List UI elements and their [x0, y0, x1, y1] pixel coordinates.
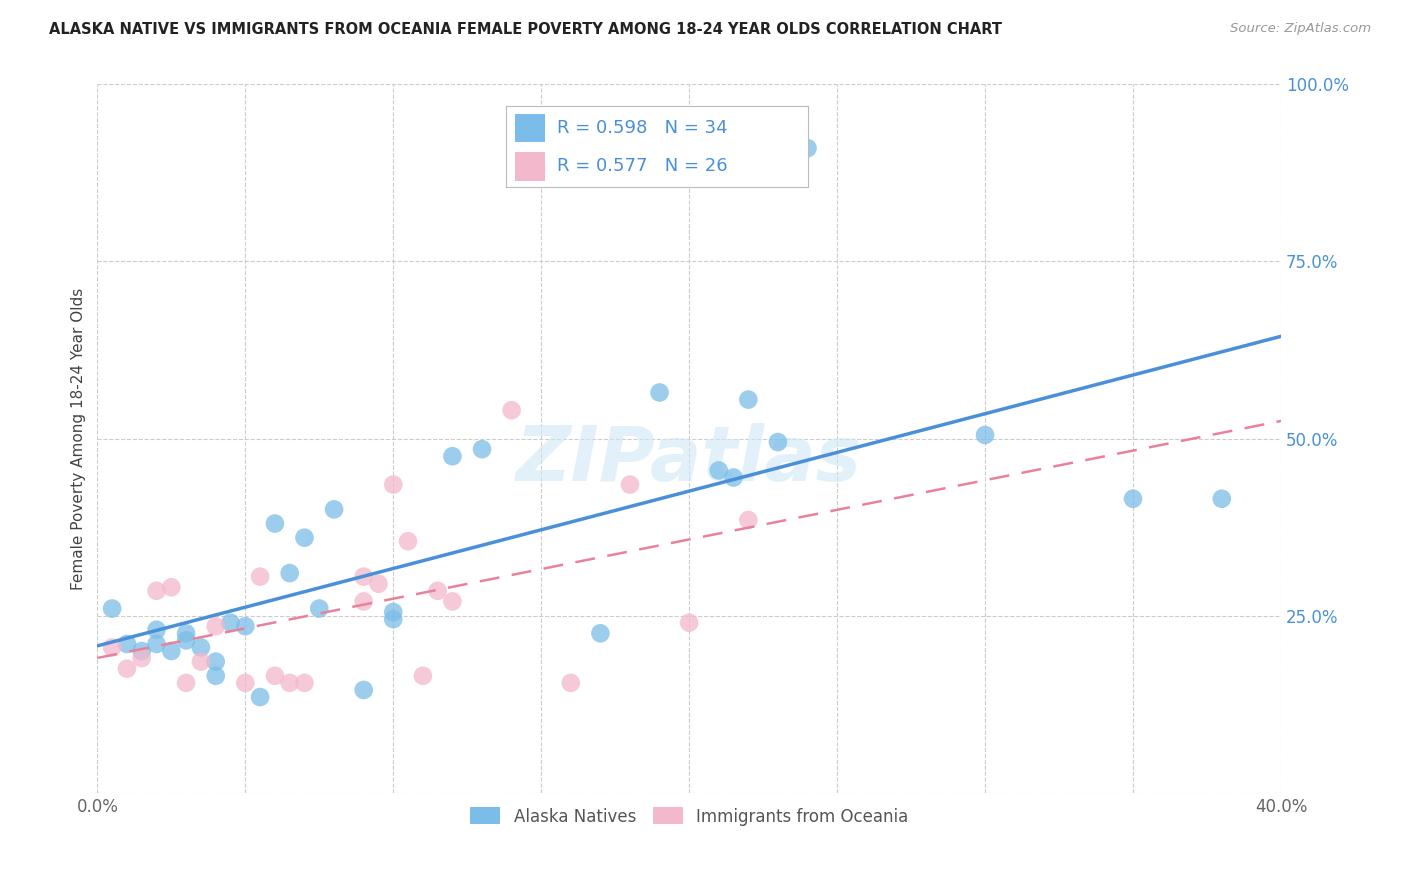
Point [367, 576, 389, 591]
Point [278, 566, 301, 580]
Point [589, 626, 612, 640]
Point [233, 619, 256, 633]
Point [204, 619, 226, 633]
Point [160, 644, 183, 658]
Point [249, 690, 271, 704]
Point [648, 385, 671, 400]
Point [131, 644, 153, 658]
Point [560, 676, 582, 690]
Point [974, 428, 997, 442]
Point [264, 669, 287, 683]
Point [131, 651, 153, 665]
Point [471, 442, 494, 457]
Y-axis label: Female Poverty Among 18-24 Year Olds: Female Poverty Among 18-24 Year Olds [72, 287, 86, 590]
Point [382, 477, 405, 491]
Point [204, 669, 226, 683]
Text: ZIPatlas: ZIPatlas [516, 423, 862, 497]
Point [101, 601, 124, 615]
Point [160, 580, 183, 594]
Point [796, 141, 818, 155]
Point [174, 676, 197, 690]
Point [101, 640, 124, 655]
Point [174, 633, 197, 648]
Point [678, 615, 700, 630]
Point [353, 594, 375, 608]
Point [190, 655, 212, 669]
Point [382, 605, 405, 619]
Point [145, 637, 167, 651]
Point [441, 594, 464, 608]
Point [441, 449, 464, 463]
Point [278, 676, 301, 690]
Point [190, 640, 212, 655]
Point [353, 569, 375, 583]
Point [219, 615, 242, 630]
Point [426, 583, 449, 598]
Point [396, 534, 419, 549]
Point [294, 531, 316, 545]
Point [115, 637, 138, 651]
Point [294, 676, 316, 690]
Point [204, 655, 226, 669]
Point [737, 513, 759, 527]
Point [249, 569, 271, 583]
Point [264, 516, 287, 531]
Text: Source: ZipAtlas.com: Source: ZipAtlas.com [1230, 22, 1371, 36]
Point [115, 662, 138, 676]
Point [353, 683, 375, 698]
Point [723, 470, 745, 484]
Point [737, 392, 759, 407]
Point [145, 623, 167, 637]
Point [308, 601, 330, 615]
Point [619, 477, 641, 491]
Point [1211, 491, 1233, 506]
Point [766, 435, 789, 450]
Point [412, 669, 434, 683]
Point [1122, 491, 1144, 506]
Point [501, 403, 523, 417]
Point [707, 463, 730, 477]
Legend: Alaska Natives, Immigrants from Oceania: Alaska Natives, Immigrants from Oceania [461, 799, 917, 834]
Point [174, 626, 197, 640]
Point [145, 583, 167, 598]
Point [233, 676, 256, 690]
Point [382, 612, 405, 626]
Point [323, 502, 346, 516]
Text: ALASKA NATIVE VS IMMIGRANTS FROM OCEANIA FEMALE POVERTY AMONG 18-24 YEAR OLDS CO: ALASKA NATIVE VS IMMIGRANTS FROM OCEANIA… [49, 22, 1002, 37]
